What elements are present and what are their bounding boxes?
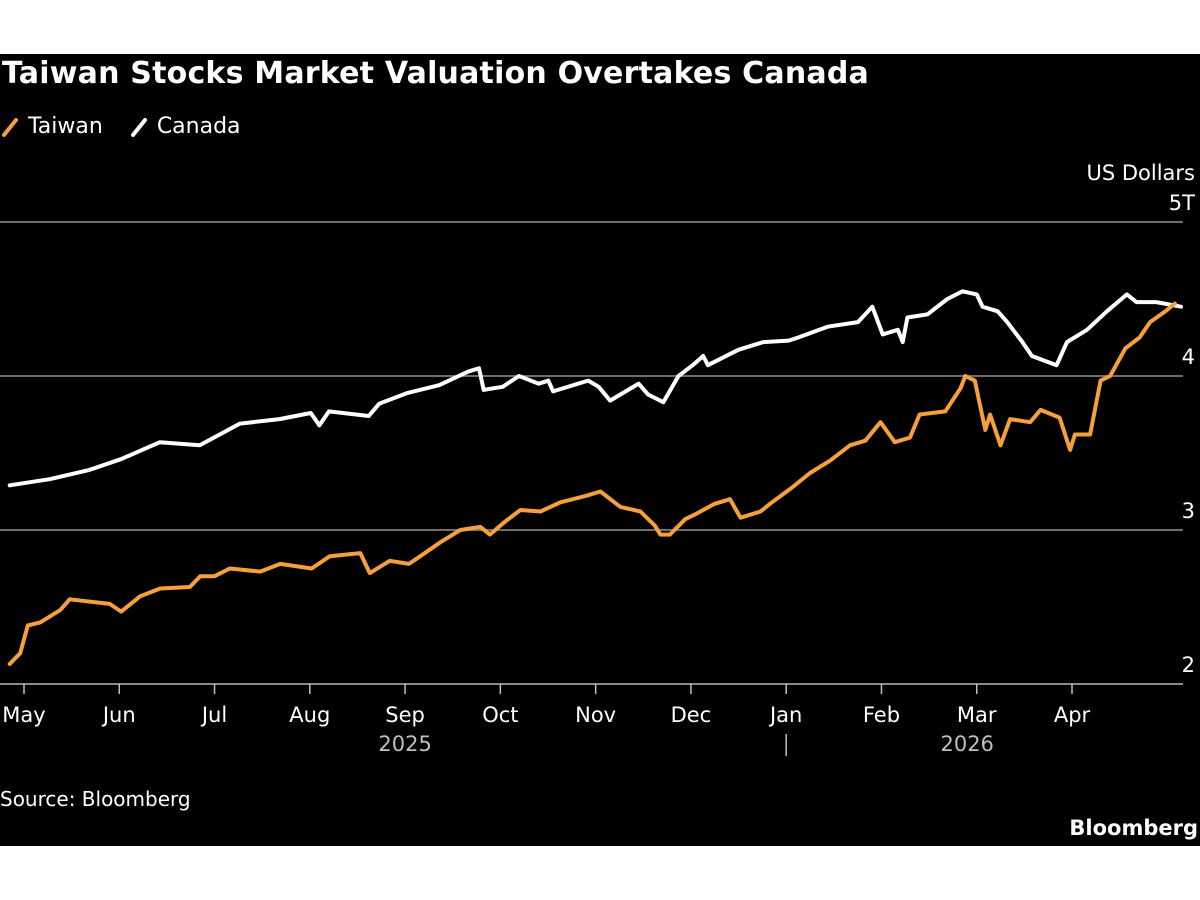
y-axis-labels: 2 3 4 5T [1169, 191, 1195, 677]
x-tick-label: Oct [482, 703, 518, 727]
x-tick-label: May [2, 703, 45, 727]
source-note: Source: Bloomberg [0, 787, 191, 811]
y-unit-label: US Dollars [1086, 161, 1195, 185]
x-tick-label: Mar [957, 703, 997, 727]
line-chart: 2 3 4 5T US Dollars May Jun Jul Aug Sep Oct Nov De… [0, 161, 1195, 756]
series-lines [7, 289, 1183, 666]
legend-label-canada: Canada [156, 114, 241, 139]
legend-swatch-taiwan-icon [2, 117, 18, 137]
x-tick-label: Feb [863, 703, 900, 727]
chart-panel: Taiwan Stocks Market Valuation Overtakes… [0, 54, 1200, 846]
x-tick-label: Jul [200, 703, 227, 727]
year-label: 2025 [378, 732, 431, 756]
year-label: 2026 [940, 732, 993, 756]
x-tick-label: Sep [385, 703, 425, 727]
y-tick-label: 2 [1182, 653, 1195, 677]
legend: Taiwan Canada [2, 114, 269, 139]
x-tick-label: Jun [101, 703, 136, 727]
x-tick-label: Dec [671, 703, 712, 727]
y-tick-label: 4 [1182, 345, 1195, 369]
gridlines [0, 221, 1183, 685]
chart-title: Taiwan Stocks Market Valuation Overtakes… [2, 56, 869, 91]
series-line-taiwan [7, 301, 1177, 666]
x-tick-label: Apr [1054, 703, 1091, 727]
legend-swatch-canada-icon [130, 117, 147, 137]
y-tick-label: 5T [1169, 191, 1195, 215]
legend-item-taiwan: Taiwan [2, 114, 103, 139]
x-tick-label: Aug [289, 703, 330, 727]
legend-label-taiwan: Taiwan [28, 114, 103, 139]
x-tick-label: Jan [768, 703, 802, 727]
x-axis: May Jun Jul Aug Sep Oct Nov Dec Jan Feb Mar Apr 2025… [2, 684, 1091, 756]
x-tick-label: Nov [575, 703, 616, 727]
legend-item-canada: Canada [130, 114, 241, 139]
series-line-canada [7, 289, 1183, 488]
bloomberg-logo: Bloomberg [1069, 816, 1198, 840]
y-tick-label: 3 [1182, 499, 1195, 523]
